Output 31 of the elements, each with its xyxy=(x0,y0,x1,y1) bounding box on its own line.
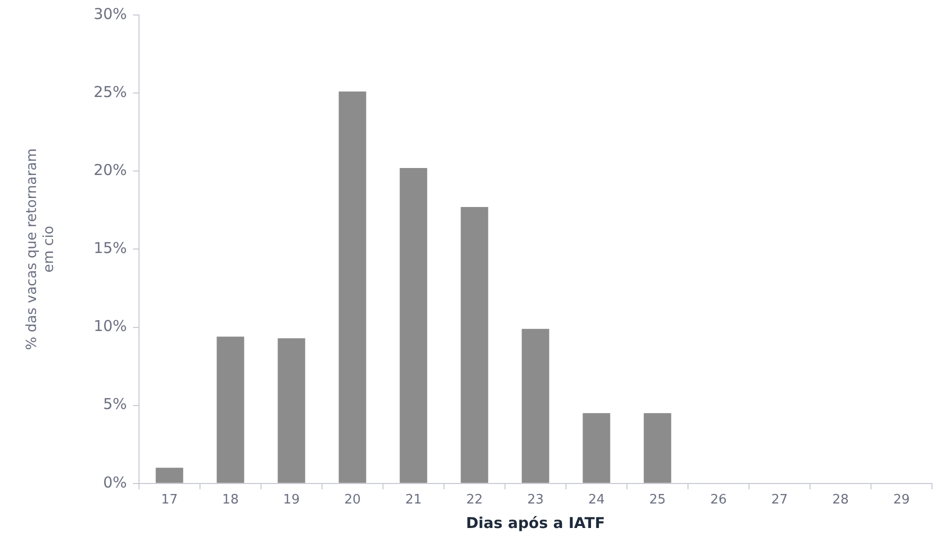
y-tick-label: 20% xyxy=(94,161,127,180)
x-tick-label: 28 xyxy=(832,492,849,508)
y-tick-label: 30% xyxy=(94,4,127,23)
y-tick-label: 10% xyxy=(94,317,127,336)
x-tick-label: 25 xyxy=(649,492,666,508)
x-tick-label: 27 xyxy=(771,492,788,508)
bar xyxy=(460,207,488,483)
x-tick-label: 20 xyxy=(344,492,361,508)
x-tick-label: 24 xyxy=(588,492,605,508)
bar xyxy=(582,413,610,483)
x-axis-title: Dias após a IATF xyxy=(466,514,605,532)
y-axis-title: % das vacas que retornaram em cio xyxy=(24,148,57,350)
bar xyxy=(156,468,184,483)
x-tick-label: 19 xyxy=(283,492,300,508)
x-tick-label: 22 xyxy=(466,492,483,508)
x-tick-label: 18 xyxy=(222,492,239,508)
x-tick-label: 21 xyxy=(405,492,422,508)
bar xyxy=(522,328,550,483)
bar xyxy=(216,336,244,483)
bar xyxy=(400,168,428,483)
y-tick-label: 15% xyxy=(94,239,127,258)
bar xyxy=(338,92,366,483)
x-tick-label: 29 xyxy=(893,492,910,508)
x-tick-label: 26 xyxy=(710,492,727,508)
y-tick-label: 0% xyxy=(103,473,127,492)
y-tick-label: 5% xyxy=(103,395,127,414)
bar xyxy=(644,413,672,483)
x-tick-label: 17 xyxy=(161,492,178,508)
y-tick-label: 25% xyxy=(94,82,127,101)
x-tick-label: 23 xyxy=(527,492,544,508)
bar xyxy=(278,338,306,483)
